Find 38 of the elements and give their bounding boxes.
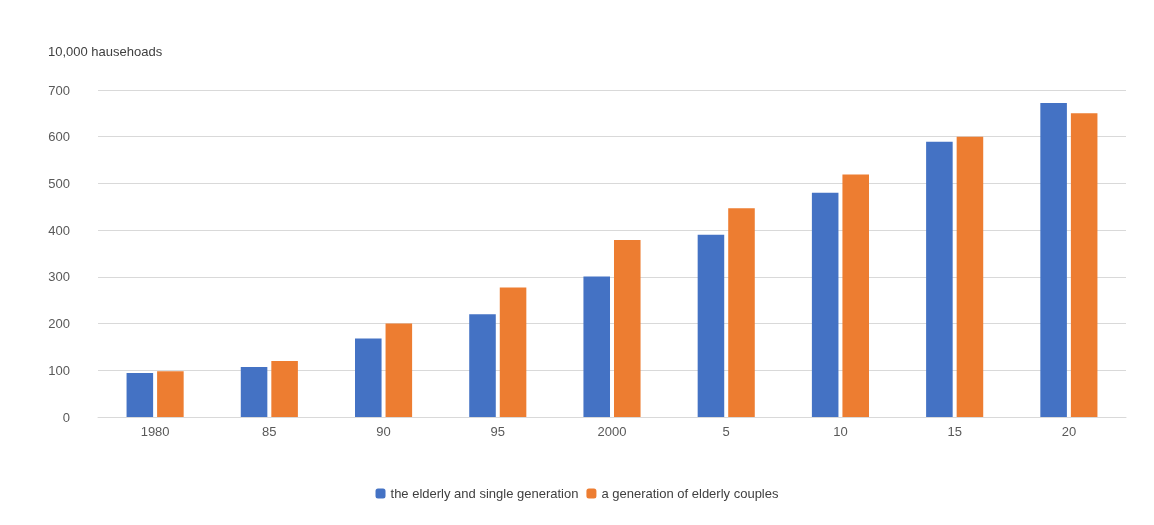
bar: [613, 239, 641, 417]
bar: [728, 208, 755, 417]
bar: [469, 314, 496, 417]
bar: [956, 136, 984, 417]
bar: [811, 192, 839, 417]
bar: [240, 367, 268, 417]
bar: [926, 141, 953, 417]
bar: [157, 371, 184, 417]
bar: [842, 174, 869, 417]
bar: [499, 287, 527, 417]
bar: [1040, 103, 1067, 417]
x-tick-label: 85: [262, 424, 277, 439]
legend-label: the elderly and single generation: [390, 486, 579, 501]
y-tick-label: 700: [48, 82, 70, 98]
y-axis-title: 10,000 hausehoads: [48, 44, 163, 59]
y-tick-label: 300: [48, 269, 70, 285]
y-tick-label: 200: [48, 316, 70, 332]
bar: [583, 276, 611, 417]
x-tick-label: 5: [722, 424, 730, 439]
x-tick-label: 2000: [597, 424, 627, 439]
bar: [271, 360, 298, 417]
x-tick-label: 1980: [140, 424, 170, 439]
x-tick-label: 10: [833, 424, 848, 439]
y-tick-label: 0: [62, 409, 70, 425]
y-tick-label: 400: [48, 222, 70, 238]
bar: [355, 338, 382, 417]
x-tick-label: 20: [1061, 424, 1077, 439]
x-tick-label: 95: [490, 424, 506, 439]
legend-label: a generation of elderly couples: [601, 486, 779, 501]
x-tick-label: 90: [376, 424, 391, 439]
x-tick-label: 15: [947, 424, 962, 439]
bar: [697, 234, 725, 417]
bar: [385, 323, 413, 417]
y-tick-label: 100: [48, 362, 70, 378]
bar: [126, 373, 154, 417]
bar: [1070, 113, 1098, 417]
y-tick-label: 500: [48, 175, 70, 191]
y-tick-label: 600: [48, 129, 70, 145]
